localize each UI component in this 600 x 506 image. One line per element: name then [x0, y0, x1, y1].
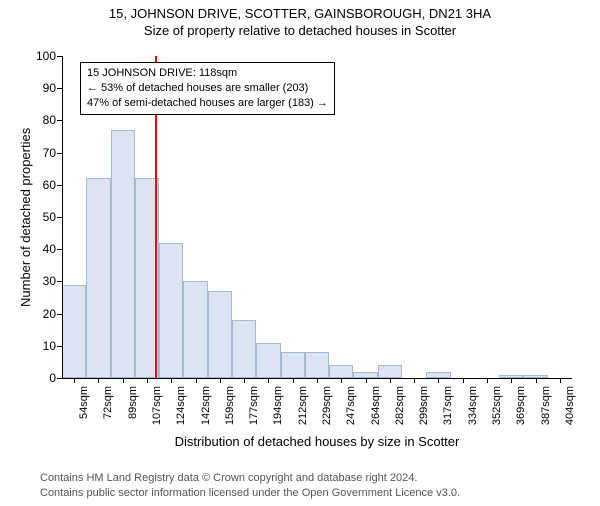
- bar: [232, 320, 256, 378]
- xtick-label: 177sqm: [248, 386, 260, 425]
- xtick-label: 317sqm: [442, 386, 454, 425]
- xtick-label: 264sqm: [370, 386, 382, 425]
- x-axis: [62, 378, 572, 379]
- xtick-label: 159sqm: [224, 386, 236, 425]
- xtick-label: 124sqm: [175, 386, 187, 425]
- ytick-label: 10: [26, 339, 56, 353]
- bar: [281, 352, 305, 378]
- bar: [378, 365, 402, 378]
- page-subtitle: Size of property relative to detached ho…: [0, 23, 600, 38]
- ytick-label: 90: [26, 81, 56, 95]
- footer-line-2: Contains public sector information licen…: [40, 486, 460, 500]
- ytick-label: 100: [26, 49, 56, 63]
- bar: [62, 285, 86, 378]
- footer-line-1: Contains HM Land Registry data © Crown c…: [40, 471, 460, 485]
- xtick-label: 142sqm: [200, 386, 212, 425]
- page-title: 15, JOHNSON DRIVE, SCOTTER, GAINSBOROUGH…: [0, 6, 600, 21]
- xtick-label: 387sqm: [540, 386, 552, 425]
- footer: Contains HM Land Registry data © Crown c…: [40, 471, 460, 500]
- bar: [111, 130, 135, 378]
- bar: [329, 365, 353, 378]
- annotation-box: 15 JOHNSON DRIVE: 118sqm← 53% of detache…: [80, 62, 335, 115]
- annotation-line: 15 JOHNSON DRIVE: 118sqm: [87, 66, 328, 81]
- xtick-label: 54sqm: [78, 386, 90, 419]
- xtick-label: 229sqm: [321, 386, 333, 425]
- ytick-label: 80: [26, 113, 56, 127]
- xtick-label: 334sqm: [467, 386, 479, 425]
- xtick-label: 299sqm: [418, 386, 430, 425]
- x-axis-label: Distribution of detached houses by size …: [62, 434, 572, 449]
- annotation-line: ← 53% of detached houses are smaller (20…: [87, 81, 328, 96]
- ytick-label: 0: [26, 371, 56, 385]
- bar: [256, 343, 280, 378]
- y-axis-label: Number of detached properties: [18, 128, 33, 307]
- xtick-label: 194sqm: [272, 386, 284, 425]
- xtick-label: 404sqm: [564, 386, 576, 425]
- xtick-label: 107sqm: [151, 386, 163, 425]
- ytick-label: 20: [26, 307, 56, 321]
- xtick-label: 247sqm: [345, 386, 357, 425]
- xtick-label: 212sqm: [297, 386, 309, 425]
- bar: [208, 291, 232, 378]
- bar: [305, 352, 329, 378]
- xtick-label: 369sqm: [515, 386, 527, 425]
- annotation-line: 47% of semi-detached houses are larger (…: [87, 96, 328, 111]
- xtick-label: 89sqm: [127, 386, 139, 419]
- bar: [86, 178, 110, 378]
- xtick-label: 72sqm: [102, 386, 114, 419]
- chart-area: 010203040506070809010054sqm72sqm89sqm107…: [62, 56, 572, 378]
- y-axis: [62, 56, 63, 378]
- xtick-label: 352sqm: [491, 386, 503, 425]
- xtick-label: 282sqm: [394, 386, 406, 425]
- bar: [183, 281, 207, 378]
- bar: [159, 243, 183, 378]
